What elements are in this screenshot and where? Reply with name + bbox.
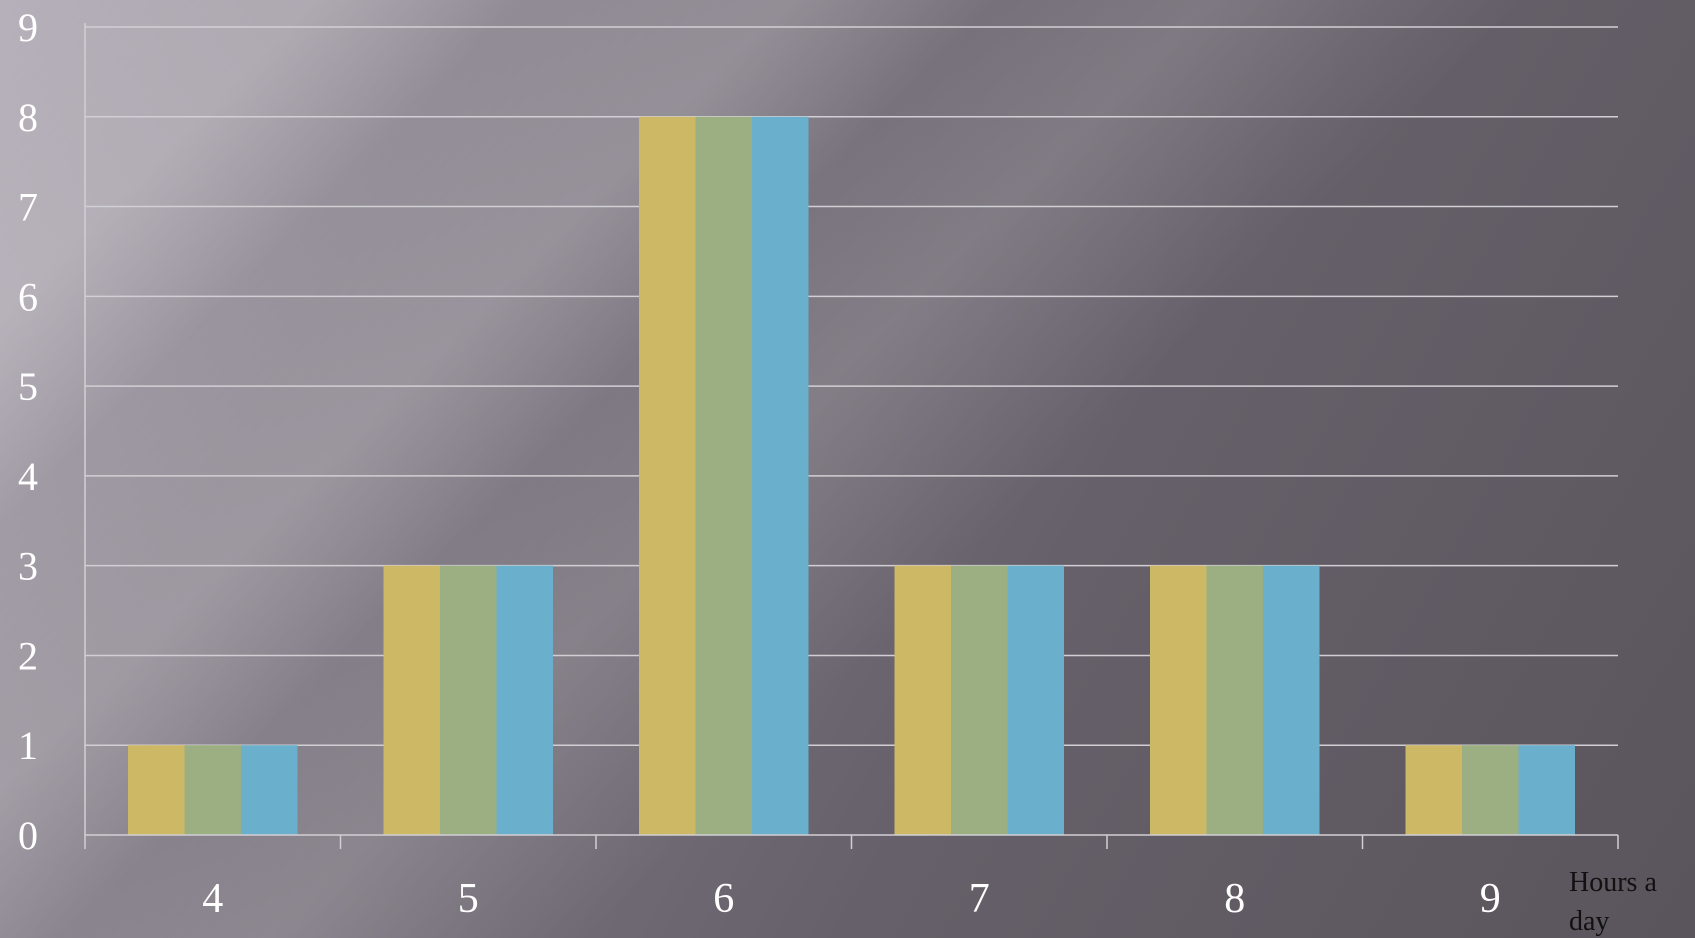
bar bbox=[1263, 565, 1320, 835]
x-axis-title: Hours a bbox=[1569, 867, 1657, 898]
bars bbox=[128, 116, 1575, 836]
bar bbox=[752, 116, 809, 836]
axes bbox=[84, 23, 1619, 849]
y-tick-label: 3 bbox=[18, 544, 38, 589]
bar bbox=[184, 745, 241, 835]
bar bbox=[639, 116, 696, 836]
bar bbox=[1206, 565, 1263, 835]
y-tick-label: 0 bbox=[18, 813, 38, 858]
x-tick-label: 5 bbox=[458, 876, 479, 922]
bar bbox=[241, 745, 298, 835]
x-tick-label: 9 bbox=[1480, 876, 1501, 922]
y-tick-label: 5 bbox=[18, 364, 38, 409]
bar bbox=[496, 565, 553, 835]
y-tick-labels: 0 1 2 3 4 5 6 7 8 9 bbox=[18, 5, 38, 858]
y-tick-label: 1 bbox=[18, 723, 38, 768]
bar bbox=[1007, 565, 1064, 835]
y-tick-label: 6 bbox=[18, 274, 38, 319]
bar bbox=[128, 745, 185, 835]
bar bbox=[440, 565, 497, 835]
bar bbox=[1405, 745, 1462, 835]
bar bbox=[383, 565, 440, 835]
bar bbox=[894, 565, 951, 835]
bar bbox=[1518, 745, 1575, 835]
x-tick-labels: 4 5 6 7 8 9 bbox=[202, 876, 1501, 922]
y-tick-label: 9 bbox=[18, 5, 38, 50]
bar bbox=[695, 116, 752, 836]
x-tick-label: 4 bbox=[202, 876, 223, 922]
y-tick-label: 7 bbox=[18, 185, 38, 230]
y-tick-label: 4 bbox=[18, 454, 38, 499]
gridlines bbox=[85, 26, 1618, 746]
x-tick-label: 6 bbox=[713, 876, 734, 922]
x-tick-label: 7 bbox=[969, 876, 990, 922]
x-tick-label: 8 bbox=[1224, 876, 1245, 922]
y-tick-label: 2 bbox=[18, 633, 38, 678]
bar bbox=[1150, 565, 1207, 835]
x-axis-title-line-2: day bbox=[1569, 906, 1609, 937]
bar bbox=[951, 565, 1008, 835]
bar bbox=[1462, 745, 1519, 835]
y-tick-label: 8 bbox=[18, 95, 38, 140]
